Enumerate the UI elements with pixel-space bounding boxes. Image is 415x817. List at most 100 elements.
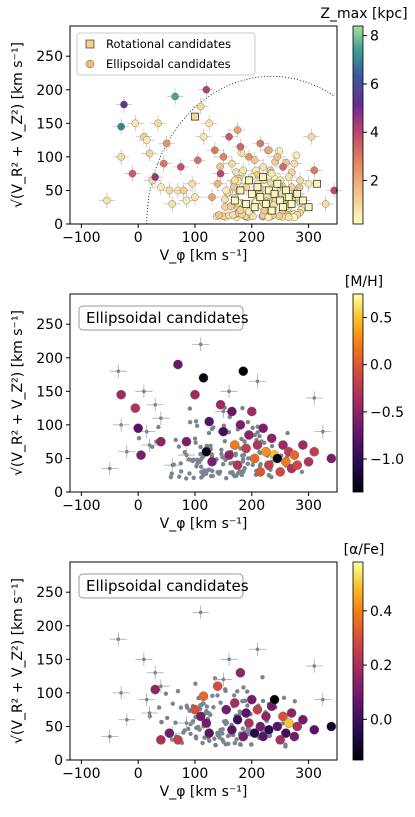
background-star <box>191 475 196 480</box>
rotational-point <box>273 179 282 188</box>
y-tick-label: 150 <box>36 652 63 668</box>
ellipsoidal-point <box>244 718 254 728</box>
rotational-point <box>253 183 262 191</box>
background-star <box>212 736 217 741</box>
background-star <box>246 456 251 461</box>
ellipsoidal-point <box>249 728 260 738</box>
background-star <box>222 687 228 692</box>
plot-frame <box>69 293 338 493</box>
ellipsoidal-point <box>213 179 222 188</box>
background-star <box>312 396 317 400</box>
background-star <box>240 456 246 462</box>
background-star <box>240 698 245 704</box>
background-star <box>107 734 112 739</box>
ellipsoidal-point <box>258 731 268 742</box>
rotational-point <box>262 200 270 208</box>
background-star <box>184 721 189 725</box>
background-star <box>221 719 227 724</box>
background-star <box>232 474 238 479</box>
plot-frame <box>69 561 338 761</box>
background-star <box>186 457 192 462</box>
x-tick-label: 200 <box>238 498 265 514</box>
background-star <box>262 440 267 446</box>
rotational-point <box>279 203 287 212</box>
background-star <box>225 733 231 739</box>
ellipsoidal-point <box>298 714 308 725</box>
background-star <box>170 701 175 706</box>
background-star <box>144 429 149 434</box>
background-star <box>159 719 164 725</box>
ellipsoidal-point <box>309 446 320 457</box>
background-star <box>257 433 262 439</box>
background-star <box>159 684 163 688</box>
background-star <box>240 453 245 458</box>
background-star <box>195 724 201 730</box>
y-tick-label: 100 <box>36 418 63 434</box>
ellipsoidal-point <box>229 440 240 450</box>
ellipsoidal-point <box>103 196 111 205</box>
ellipsoidal-point <box>273 153 282 161</box>
ellipsoidal-point <box>246 694 257 705</box>
y-tick-label: 250 <box>36 49 63 65</box>
ellipsoidal-point <box>204 416 214 427</box>
background-star <box>187 471 192 476</box>
background-star <box>203 469 208 474</box>
x-axis-label: V_φ [km s⁻¹] <box>160 516 248 532</box>
background-star <box>252 432 257 438</box>
background-star <box>176 444 182 449</box>
x-tick-label: 200 <box>238 230 265 246</box>
colorbar-tick-label: 0.0 <box>370 712 392 728</box>
ellipsoidal-point <box>269 694 280 705</box>
ellipsoidal-point <box>117 122 125 131</box>
background-star <box>107 466 112 471</box>
background-star <box>250 425 255 430</box>
ellipsoidal-point <box>221 704 232 715</box>
x-tick-label: 300 <box>295 498 322 514</box>
ellipsoidal-point <box>164 728 175 738</box>
background-star <box>224 475 229 481</box>
background-star <box>223 742 228 747</box>
y-tick-label: 0 <box>54 753 63 769</box>
background-star <box>153 402 158 407</box>
ellipsoidal-point <box>227 724 237 735</box>
background-star <box>255 379 260 384</box>
ellipsoidal-point <box>256 139 265 148</box>
ellipsoidal-point <box>255 467 266 477</box>
background-star <box>220 737 225 742</box>
background-star <box>204 708 209 714</box>
ellipsoidal-point <box>133 423 143 434</box>
ellipsoidal-point <box>196 102 205 111</box>
background-star <box>175 688 181 694</box>
ellipsoidal-point <box>151 173 160 181</box>
background-star <box>201 473 206 478</box>
ellipsoidal-point <box>201 446 212 457</box>
background-star <box>193 734 199 739</box>
background-star <box>193 440 198 445</box>
ellipsoidal-point <box>179 186 188 195</box>
background-star <box>188 731 193 736</box>
background-star <box>178 705 184 710</box>
ellipsoidal-point <box>290 159 299 168</box>
ellipsoidal-point <box>235 420 246 430</box>
x-tick-label: 100 <box>182 766 209 782</box>
x-axis-label: V_φ [km s⁻¹] <box>160 248 248 264</box>
x-tick-label: −100 <box>62 498 100 514</box>
background-star <box>230 470 235 475</box>
ellipsoidal-point <box>284 173 293 181</box>
background-star <box>212 676 218 681</box>
background-star <box>184 453 189 457</box>
ellipsoidal-point <box>255 721 266 732</box>
background-star <box>285 430 290 436</box>
background-star <box>227 657 231 662</box>
ellipsoidal-point <box>204 728 214 738</box>
ellipsoidal-point <box>326 721 337 732</box>
ellipsoidal-point <box>236 206 245 214</box>
background-star <box>200 740 205 746</box>
background-star <box>125 449 129 454</box>
background-star <box>210 693 215 699</box>
background-star <box>248 742 254 747</box>
ellipsoidal-point <box>159 159 168 168</box>
ellipsoidal-point <box>230 176 239 185</box>
background-star <box>147 443 152 447</box>
